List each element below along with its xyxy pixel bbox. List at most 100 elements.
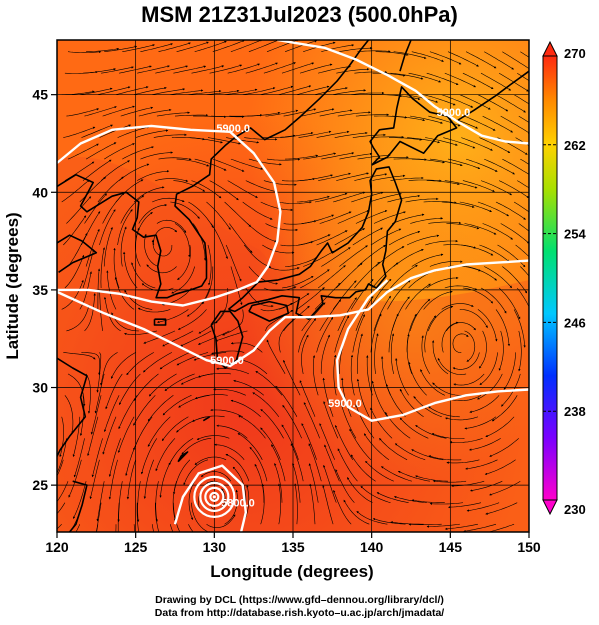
streamline <box>159 459 173 498</box>
y-tick-label: 40 <box>32 184 48 200</box>
map-title: MSM 21Z31Jul2023 (500.0hPa) <box>141 2 458 27</box>
streamline <box>194 456 227 466</box>
streamline <box>441 303 474 310</box>
streamline <box>389 137 423 141</box>
streamline <box>466 502 500 512</box>
streamline <box>84 293 96 332</box>
streamline <box>321 152 355 160</box>
streamline <box>518 330 522 372</box>
streamline <box>244 137 278 141</box>
contour-5900-mid <box>57 259 529 368</box>
streamline <box>355 296 374 332</box>
streamline <box>498 180 529 198</box>
streamline <box>515 244 529 258</box>
streamline <box>408 523 442 526</box>
streamline <box>191 415 225 422</box>
streamline <box>428 305 454 332</box>
streamline <box>324 444 340 482</box>
streamline <box>188 90 222 95</box>
streamline <box>410 217 444 224</box>
streamline <box>459 309 488 329</box>
streamline <box>502 51 529 69</box>
streamline <box>301 214 335 224</box>
streamline <box>369 278 392 310</box>
streamline <box>66 304 90 332</box>
streamline <box>176 41 209 52</box>
streamline <box>188 524 194 532</box>
colorbar-ticks: 270 262 254 246 238 230 <box>543 46 586 517</box>
y-tick-label: 30 <box>32 380 48 396</box>
streamline <box>477 201 510 217</box>
streamline <box>357 154 391 160</box>
streamline <box>503 352 516 390</box>
streamline <box>343 499 370 525</box>
y-axis-ticks: 25 30 35 40 45 <box>32 87 57 493</box>
coastline <box>57 40 529 532</box>
streamline <box>100 247 106 289</box>
streamline <box>516 287 529 308</box>
streamline <box>67 50 102 54</box>
streamline <box>501 373 521 407</box>
streamline <box>444 523 478 531</box>
streamline <box>119 373 141 406</box>
streamline <box>137 65 170 74</box>
streamline <box>428 455 462 461</box>
streamline <box>265 109 299 117</box>
streamline <box>262 244 295 254</box>
streamline <box>469 395 500 414</box>
streamline <box>82 68 116 74</box>
colorbar: 270 262 254 246 238 230 <box>542 40 586 517</box>
streamline <box>108 438 121 477</box>
contour-label: 5900.0 <box>437 107 471 119</box>
streamline <box>480 287 507 314</box>
streamline <box>183 459 209 486</box>
streamline <box>374 333 379 374</box>
streamline <box>350 454 376 482</box>
streamline <box>354 173 388 181</box>
y-tick-label: 45 <box>32 87 48 103</box>
streamline <box>158 42 191 52</box>
streamline <box>299 269 330 289</box>
streamline <box>336 172 369 181</box>
streamline <box>97 268 101 310</box>
streamline <box>518 223 529 232</box>
colorbar-gradient <box>542 55 558 501</box>
streamline <box>278 201 312 204</box>
streamline <box>61 179 90 203</box>
x-tick-label: 150 <box>517 539 541 555</box>
streamline <box>429 51 462 65</box>
streamline <box>461 137 493 151</box>
streamline <box>66 108 100 117</box>
streamline <box>230 399 261 418</box>
streamline <box>428 115 461 127</box>
streamline <box>301 423 317 460</box>
streamline <box>393 495 427 503</box>
streamline <box>225 244 242 282</box>
streamline <box>372 72 406 77</box>
streamline <box>399 388 424 418</box>
streamline <box>283 108 317 117</box>
streamline <box>308 463 319 503</box>
streamline <box>294 483 298 525</box>
streamline <box>100 352 118 386</box>
contour-label: 5900.0 <box>210 355 244 367</box>
streamline <box>312 355 319 396</box>
streamline <box>91 438 103 478</box>
streamline <box>388 230 421 246</box>
streamline <box>432 480 467 483</box>
streamline <box>242 201 273 220</box>
streamline <box>118 395 138 430</box>
streamline <box>186 287 210 317</box>
streamline <box>227 63 261 74</box>
streamline <box>85 373 91 414</box>
streamline <box>318 65 351 74</box>
streamline <box>207 137 241 145</box>
streamline <box>316 130 350 138</box>
streamline <box>482 223 513 240</box>
streamline <box>397 470 430 482</box>
typhoon-ring <box>209 491 220 502</box>
streamline <box>446 223 480 230</box>
streamline <box>191 65 225 74</box>
streamline <box>333 354 337 396</box>
streamline <box>411 51 444 62</box>
